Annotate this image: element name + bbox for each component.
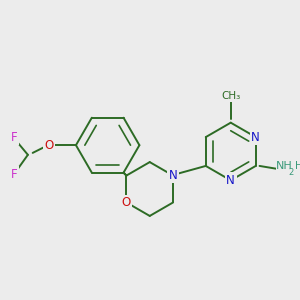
Text: N: N	[169, 169, 177, 182]
Text: O: O	[44, 139, 54, 152]
Text: N: N	[251, 130, 260, 144]
Text: F: F	[11, 167, 18, 181]
Text: NH: NH	[276, 161, 293, 171]
Text: N: N	[226, 174, 235, 187]
Text: H: H	[295, 161, 300, 171]
Text: O: O	[122, 196, 131, 209]
Text: 2: 2	[289, 168, 294, 177]
Text: F: F	[11, 131, 18, 144]
Text: CH₃: CH₃	[221, 91, 240, 101]
